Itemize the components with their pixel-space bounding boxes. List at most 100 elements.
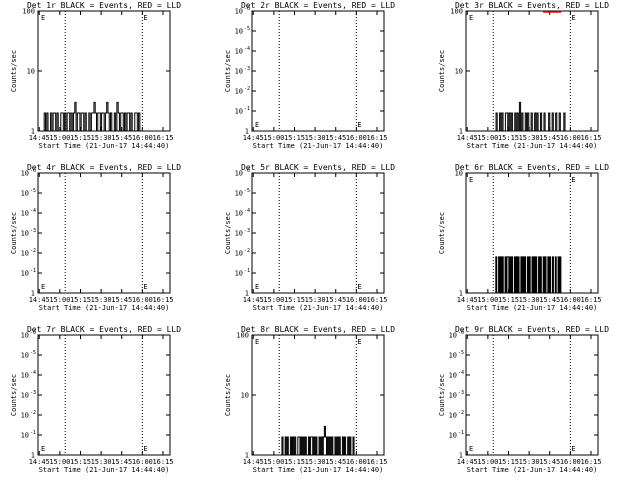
x-tick-label: 15:15 [284,134,305,142]
panel-title: Det 9r BLACK = Events, RED = LLD [455,325,609,334]
x-tick-label: 14:45 [243,296,264,304]
y-tick-label: 10 [21,332,29,340]
y-tick-label: 10 [235,250,243,258]
y-tick-label: 10 [21,190,29,198]
panel-title: Det 5r BLACK = Events, RED = LLD [241,163,395,172]
panel-title: Det 1r BLACK = Events, RED = LLD [27,1,181,10]
x-tick-label: 16:00 [346,134,367,142]
y-tick-exponent: -4 [458,370,464,376]
x-tick-label: 15:00 [49,296,70,304]
y-axis-label: Counts/sec [10,50,18,92]
y-tick-exponent: -2 [244,248,250,254]
y-tick-exponent: -2 [30,248,36,254]
x-tick-label: 16:15 [152,458,173,466]
y-tick-label: 10 [449,352,457,360]
x-tick-label: 14:45 [243,134,264,142]
plot-frame [251,172,385,294]
event-marker: E [571,14,575,22]
y-tick-exponent: -1 [30,268,36,274]
event-marker: E [255,283,259,291]
x-tick-label: 15:30 [519,134,540,142]
panel-det-3: Det 3r BLACK = Events, RED = LLD 1 10 100 Co… [438,1,609,150]
y-tick-exponent: -3 [244,66,250,72]
y-tick-exponent: -1 [30,430,36,436]
x-tick-label: 15:00 [477,458,498,466]
y-tick-exponent: -1 [244,268,250,274]
y-tick-label: 10 [455,170,463,178]
event-marker: E [41,445,45,453]
y-tick-label: 10 [449,332,457,340]
y-tick-label: 10 [21,432,29,440]
y-tick-label: 10 [21,230,29,238]
x-tick-label: 16:15 [580,296,601,304]
x-tick-label: 15:15 [70,458,91,466]
x-tick-label: 15:00 [263,134,284,142]
event-marker: E [357,283,361,291]
x-tick-label: 16:00 [132,458,153,466]
panel-title: Det 6r BLACK = Events, RED = LLD [455,163,609,172]
y-tick-label: 10 [235,210,243,218]
y-tick-label: 10 [21,250,29,258]
panel-title: Det 8r BLACK = Events, RED = LLD [241,325,395,334]
y-tick-label: 10 [235,88,243,96]
y-tick-exponent: -6 [244,6,250,12]
y-tick-exponent: -6 [458,330,464,336]
y-tick-exponent: -5 [244,26,250,32]
event-marker: E [571,445,575,453]
x-tick-label: 15:30 [519,458,540,466]
x-tick-label: 16:15 [152,296,173,304]
x-tick-label: 15:00 [263,458,284,466]
x-axis-label: Start Time (21-Jun-17 14:44:40) [467,304,598,312]
event-marker: E [571,176,575,184]
y-tick-exponent: -3 [30,390,36,396]
plot-frame [37,334,171,456]
x-tick-label: 15:00 [263,296,284,304]
panel-title: Det 4r BLACK = Events, RED = LLD [27,163,181,172]
y-tick-label: 10 [235,8,243,16]
plot-frame [37,172,171,294]
y-tick-label: 100 [22,8,35,16]
events-series-line [280,425,356,456]
y-tick-label: 10 [27,68,35,76]
x-tick-label: 15:15 [284,458,305,466]
x-axis-label: Start Time (21-Jun-17 14:44:40) [467,142,598,150]
x-tick-label: 15:30 [305,458,326,466]
event-marker: E [469,14,473,22]
x-tick-label: 16:00 [560,458,581,466]
y-tick-label: 1 [459,128,463,136]
x-axis-label: Start Time (21-Jun-17 14:44:40) [253,142,384,150]
x-tick-label: 16:00 [560,134,581,142]
x-tick-label: 15:15 [70,134,91,142]
plot-frame [251,10,385,132]
y-tick-label: 10 [21,170,29,178]
x-axis-label: Start Time (21-Jun-17 14:44:40) [39,142,170,150]
x-tick-label: 15:45 [325,134,346,142]
y-tick-label: 10 [235,48,243,56]
x-tick-label: 15:45 [325,296,346,304]
y-tick-exponent: -2 [458,410,464,416]
x-tick-label: 15:30 [91,134,112,142]
x-tick-label: 15:45 [111,458,132,466]
event-marker: E [143,14,147,22]
y-tick-exponent: -6 [30,330,36,336]
y-tick-label: 10 [235,28,243,36]
x-tick-label: 15:45 [539,134,560,142]
y-tick-label: 10 [21,352,29,360]
x-tick-label: 15:15 [70,296,91,304]
event-marker: E [143,283,147,291]
y-tick-label: 10 [235,230,243,238]
events-series-line [494,256,562,294]
x-tick-label: 16:15 [580,458,601,466]
y-axis-label: Counts/sec [438,212,446,254]
x-tick-label: 15:00 [477,134,498,142]
x-tick-label: 16:00 [560,296,581,304]
y-tick-label: 10 [21,392,29,400]
y-tick-label: 10 [21,372,29,380]
y-tick-label: 1 [31,290,35,298]
y-tick-label: 10 [235,270,243,278]
y-tick-label: 10 [21,412,29,420]
